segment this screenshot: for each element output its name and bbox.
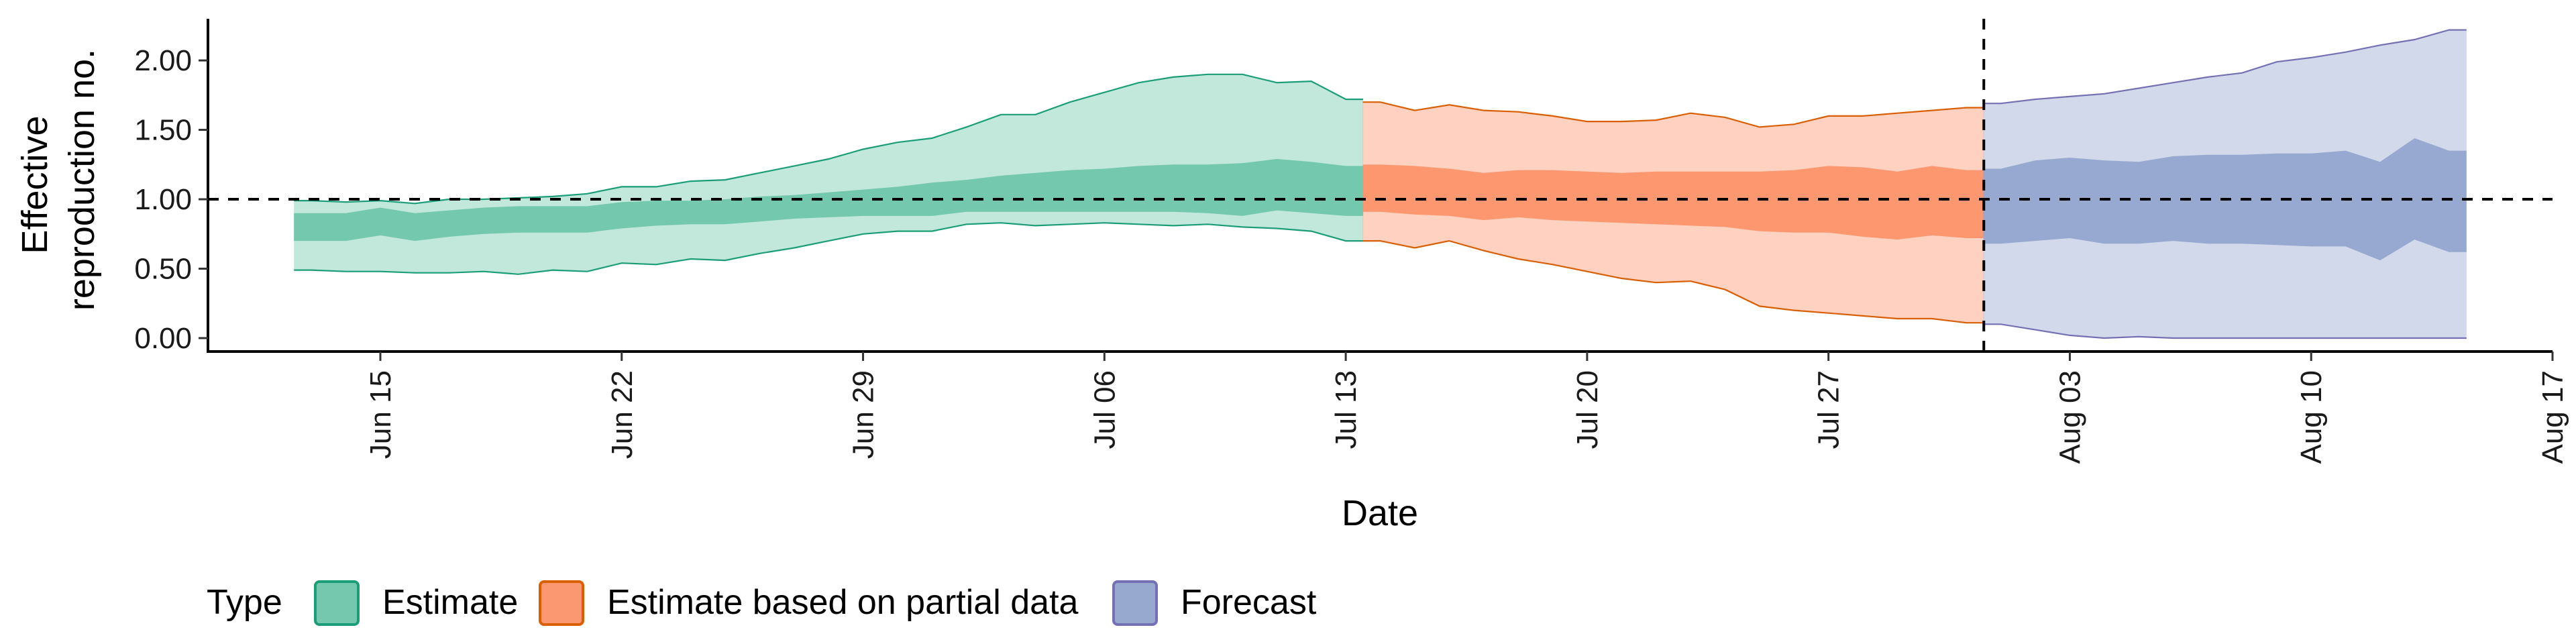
y-axis-title: Effective reproduction no. bbox=[15, 49, 102, 311]
legend-title: Type bbox=[207, 583, 282, 622]
legend: Type Estimate Estimate based on partial da… bbox=[207, 580, 1317, 626]
bands-layer bbox=[294, 29, 2467, 339]
legend-label: Estimate based on partial data bbox=[607, 583, 1079, 622]
legend-item-estimate: Estimate bbox=[314, 580, 518, 626]
legend-item-forecast: Forecast bbox=[1112, 580, 1317, 626]
band-lower-edge-estimate bbox=[294, 222, 1364, 275]
y-tick-label: 1.00 bbox=[134, 183, 192, 216]
x-tick-label: Jun 29 bbox=[847, 370, 880, 459]
y-tick-label: 0.50 bbox=[134, 253, 192, 286]
x-tick-label: Aug 17 bbox=[2536, 370, 2569, 464]
band-50-estimate bbox=[294, 159, 1364, 241]
x-tick-label: Jul 27 bbox=[1813, 370, 1845, 449]
reference-lines bbox=[208, 19, 2553, 352]
x-axis-title: Date bbox=[1342, 493, 1418, 533]
x-tick-label: Aug 10 bbox=[2295, 370, 2328, 464]
x-tick-label: Jun 22 bbox=[606, 370, 639, 459]
band-50-estimate-based-on-partial-data bbox=[1362, 164, 1984, 240]
band-lower-edge-forecast bbox=[1983, 323, 2467, 339]
x-tick-label: Aug 03 bbox=[2053, 370, 2086, 464]
series-forecast bbox=[1983, 29, 2467, 339]
x-tick-label: Jul 20 bbox=[1571, 370, 1604, 449]
legend-item-estimate-based-on-partial-data: Estimate based on partial data bbox=[539, 580, 1079, 626]
x-tick-label: Jul 13 bbox=[1330, 370, 1362, 449]
y-axis-title-line-1: Effective bbox=[15, 115, 55, 254]
axes: 0.00 0.50 1.00 1.50 2.00 Jun 15 Jun 22 Jun 29 Ju… bbox=[134, 19, 2569, 464]
band-upper-edge-estimate-based-on-partial-data bbox=[1362, 101, 1984, 128]
y-axis-title-line-2: reproduction no. bbox=[62, 49, 102, 311]
x-tick-label: Jun 15 bbox=[364, 370, 397, 459]
band-upper-edge-forecast bbox=[1983, 29, 2467, 105]
band-lower-edge-estimate-based-on-partial-data bbox=[1362, 239, 1984, 324]
y-tick-label: 0.00 bbox=[134, 322, 192, 355]
band-upper-edge-estimate bbox=[294, 73, 1364, 205]
legend-swatch bbox=[314, 580, 360, 626]
legend-swatch bbox=[1112, 580, 1158, 626]
legend-label: Estimate bbox=[382, 583, 518, 622]
legend-swatch bbox=[539, 580, 584, 626]
y-tick-label: 1.50 bbox=[134, 114, 192, 147]
y-tick-label: 2.00 bbox=[134, 44, 192, 77]
series-estimate-based-on-partial-data bbox=[1362, 101, 1984, 324]
series-estimate bbox=[294, 73, 1364, 275]
legend-label: Forecast bbox=[1181, 583, 1317, 622]
x-tick-label: Jul 06 bbox=[1088, 370, 1121, 449]
